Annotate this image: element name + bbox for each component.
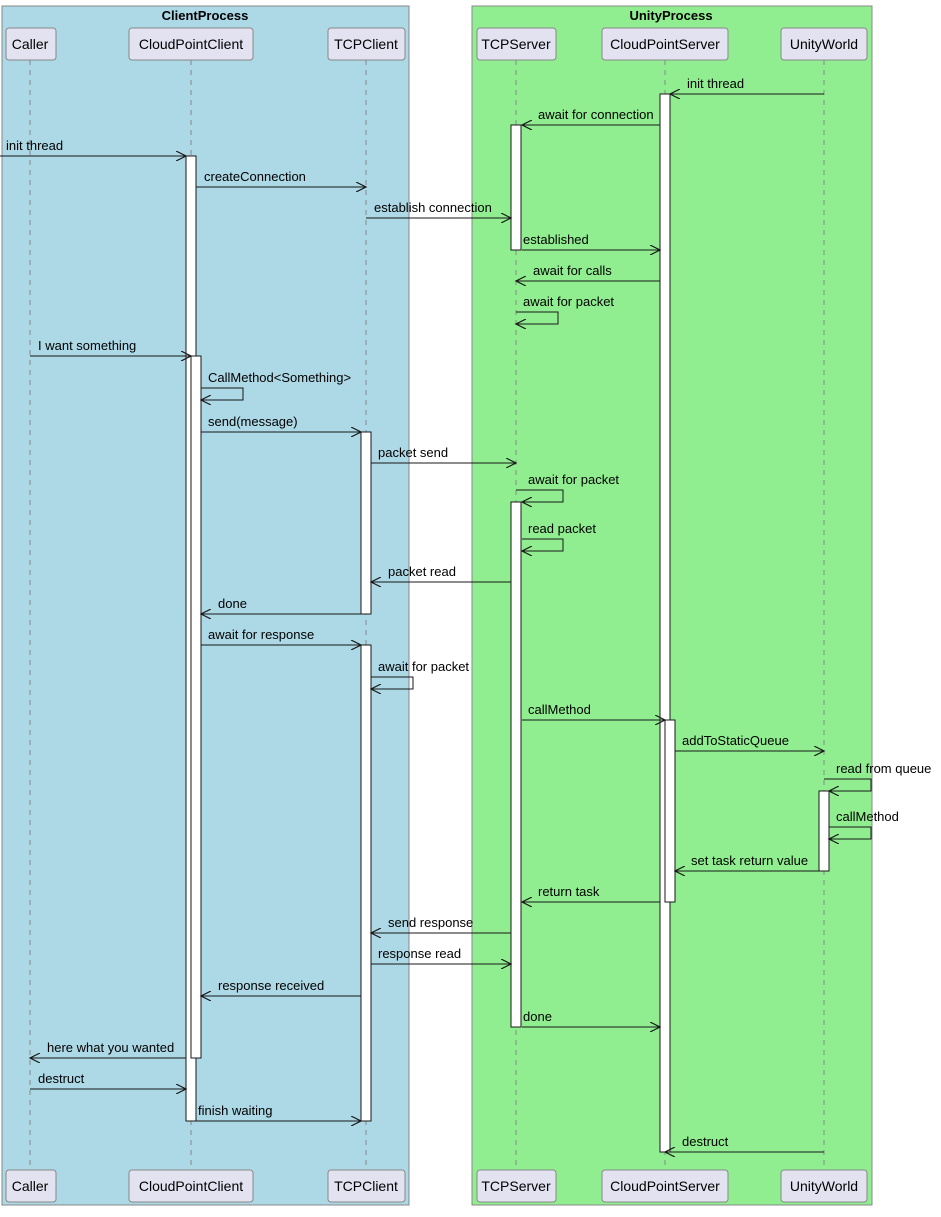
message-label: CallMethod<Something> <box>208 370 351 385</box>
layer: Caller CloudPointClient TCPClient TCPServer… <box>0 27 931 1203</box>
group-title: ClientProcess <box>162 8 249 23</box>
message-label: callMethod <box>836 809 899 824</box>
participant-box <box>476 1169 557 1203</box>
self-message-arrow <box>516 489 564 502</box>
group-box <box>471 5 873 1206</box>
participant-box <box>327 27 406 61</box>
participant-box <box>5 27 57 61</box>
participant-name: Caller <box>12 36 49 52</box>
self-message-arrow <box>824 778 872 791</box>
participant-name: UnityWorld <box>790 36 858 52</box>
participant-name: TCPServer <box>481 36 551 52</box>
message-label: await for packet <box>528 472 619 487</box>
message-label: establish connection <box>374 200 492 215</box>
message-label: addToStaticQueue <box>682 733 789 748</box>
self-message-arrow <box>516 311 559 324</box>
group-title: UnityProcess <box>629 8 712 23</box>
message-label: return task <box>538 884 600 899</box>
participant-box <box>5 1169 57 1203</box>
activation-bar <box>360 431 372 615</box>
self-message-arrow <box>829 826 872 839</box>
message-label: I want something <box>38 338 136 353</box>
participant-box <box>601 27 729 61</box>
message-label: packet read <box>388 564 456 579</box>
activation-bar <box>818 790 830 872</box>
participant-name: CloudPointClient <box>139 36 243 52</box>
message-label: set task return value <box>691 853 808 868</box>
activation-bar <box>190 355 202 1059</box>
activation-bar <box>360 644 372 1122</box>
activation-bar <box>510 501 522 1028</box>
message-label: established <box>523 232 589 247</box>
participant-name: TCPClient <box>334 1178 398 1194</box>
group-box <box>1 5 410 1206</box>
message-label: createConnection <box>204 169 306 184</box>
message-label: callMethod <box>528 702 591 717</box>
message-label: here what you wanted <box>47 1040 174 1055</box>
participant-box <box>128 1169 254 1203</box>
message-label: response read <box>378 946 461 961</box>
message-label: response received <box>218 978 324 993</box>
participant-box <box>128 27 254 61</box>
message-label: await for packet <box>523 294 614 309</box>
message-label: await for connection <box>538 107 654 122</box>
activation-bar <box>510 124 522 251</box>
participant-box <box>601 1169 729 1203</box>
activation-bar <box>664 719 676 903</box>
self-message-arrow <box>522 538 564 551</box>
participant-name: CloudPointServer <box>610 36 720 52</box>
message-label: finish waiting <box>198 1103 272 1118</box>
activation-bar <box>659 93 671 1153</box>
participant-name: Caller <box>12 1178 49 1194</box>
self-message-arrow <box>201 387 244 400</box>
message-label: done <box>218 596 247 611</box>
participant-box <box>476 27 557 61</box>
participant-name: TCPServer <box>481 1178 551 1194</box>
participant-name: CloudPointServer <box>610 1178 720 1194</box>
message-label: await for packet <box>378 659 469 674</box>
participant-box <box>780 1169 868 1203</box>
message-label: packet send <box>378 445 448 460</box>
participant-box <box>780 27 868 61</box>
message-label: init thread <box>6 138 63 153</box>
message-label: read from queue <box>836 761 931 776</box>
message-label: await for response <box>208 627 314 642</box>
participant-name: CloudPointClient <box>139 1178 243 1194</box>
message-label: send response <box>388 915 473 930</box>
message-label: destruct <box>682 1134 729 1149</box>
participant-box <box>327 1169 406 1203</box>
message-label: destruct <box>38 1071 85 1086</box>
message-label: await for calls <box>533 263 612 278</box>
message-label: done <box>523 1009 552 1024</box>
message-label: init thread <box>687 76 744 91</box>
message-label: read packet <box>528 521 596 536</box>
participant-name: UnityWorld <box>790 1178 858 1194</box>
self-message-arrow <box>371 676 414 689</box>
participant-name: TCPClient <box>334 36 398 52</box>
message-label: send(message) <box>208 414 298 429</box>
